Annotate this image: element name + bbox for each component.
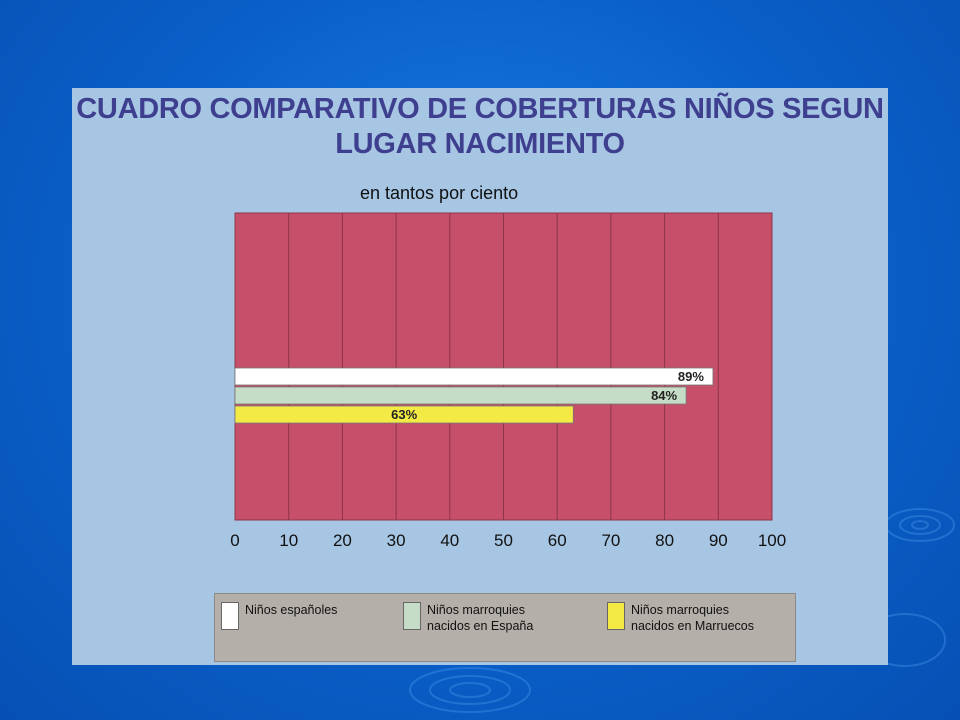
bar xyxy=(234,405,574,424)
x-tick-label: 30 xyxy=(387,531,406,550)
data-label: 89% xyxy=(678,369,704,384)
legend-item: Niños españoles xyxy=(221,602,337,630)
x-tick-label: 80 xyxy=(655,531,674,550)
legend-item: Niños marroquies nacidos en Marruecos xyxy=(607,602,754,634)
bar xyxy=(234,386,687,405)
legend-label: Niños marroquies nacidos en España xyxy=(427,603,534,633)
data-label: 84% xyxy=(651,388,677,403)
x-tick-label: 60 xyxy=(548,531,567,550)
x-tick-label: 10 xyxy=(279,531,298,550)
chart-legend: Niños españoles Niños marroquies nacidos … xyxy=(214,593,796,662)
data-label: 63% xyxy=(391,407,417,422)
chart-title: CUADRO COMPARATIVO DE COBERTURAS NIÑOS S… xyxy=(76,93,884,160)
legend-label: Niños españoles xyxy=(245,603,338,617)
legend-swatch xyxy=(403,602,421,630)
legend-swatch xyxy=(607,602,625,630)
x-tick-label: 70 xyxy=(601,531,620,550)
x-tick-label: 100 xyxy=(758,531,786,550)
legend-swatch xyxy=(221,602,239,630)
bar xyxy=(234,367,714,386)
x-tick-label: 0 xyxy=(230,531,239,550)
legend-item: Niños marroquies nacidos en España xyxy=(403,602,533,634)
x-tick-label: 90 xyxy=(709,531,728,550)
bar-chart: 0 10 20 30 40 50 60 70 80 90 100 89%84% 63% xyxy=(230,212,786,550)
x-tick-label: 50 xyxy=(494,531,513,550)
legend-label: Niños marroquies nacidos en Marruecos xyxy=(631,603,754,633)
chart-subtitle: en tantos por ciento xyxy=(360,183,519,203)
chart-panel: CUADRO COMPARATIVO DE COBERTURAS NIÑOS S… xyxy=(72,88,888,665)
x-tick-label: 20 xyxy=(333,531,352,550)
x-tick-label: 40 xyxy=(440,531,459,550)
